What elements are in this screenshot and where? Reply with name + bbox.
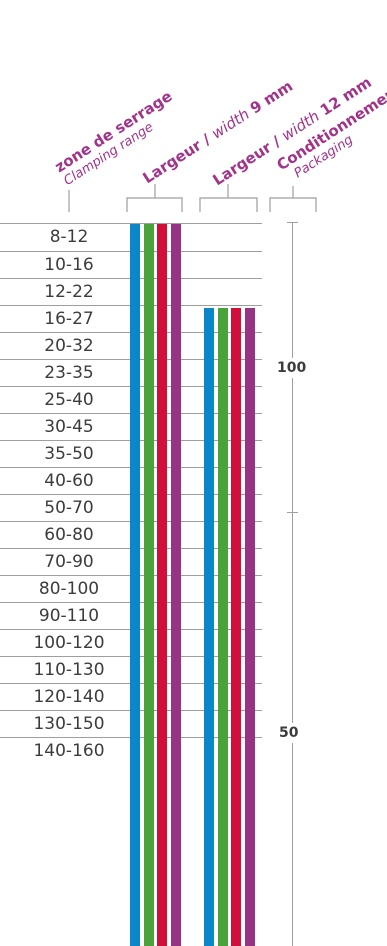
width-12mm-blue-bar: [204, 308, 214, 946]
clamping-range-value: 23-35: [44, 363, 94, 383]
packaging-axis-tick-top: [287, 222, 298, 223]
packaging-axis-line: [292, 222, 293, 946]
clamping-range-value: 25-40: [44, 390, 94, 410]
clamping-range-value: 140-160: [33, 741, 105, 761]
clamping-range-value: 30-45: [44, 417, 94, 437]
clamping-range-value: 35-50: [44, 444, 94, 464]
clamping-range-value: 120-140: [33, 687, 105, 707]
clamping-range-value: 130-150: [33, 714, 105, 734]
table-row: 8-12: [0, 224, 262, 251]
width-12mm-red-bar: [231, 308, 241, 946]
clamping-range-value: 90-110: [38, 606, 100, 626]
width-12mm-purple-bar: [244, 308, 255, 946]
width-9mm-green-bar: [143, 224, 154, 946]
width-12mm-green-bar: [217, 308, 228, 946]
header-brackets: [68, 184, 317, 212]
clamping-range-value: 12-22: [44, 282, 94, 302]
clamping-range-value: 60-80: [44, 525, 94, 545]
clamping-range-value: 40-60: [44, 471, 94, 491]
clamping-range-value: 20-32: [44, 336, 94, 356]
clamping-range-value: 8-12: [49, 227, 89, 247]
clamping-range-value: 110-130: [33, 660, 105, 680]
clamping-range-value: 10-16: [44, 255, 94, 275]
packaging-value-100: 100: [277, 358, 307, 378]
clamping-range-value: 100-120: [33, 633, 105, 653]
packaging-value-50: 50: [279, 723, 299, 743]
width-9mm-blue-bar: [130, 224, 140, 946]
clamping-range-value: 70-90: [44, 552, 94, 572]
table-top-rule: [0, 223, 262, 224]
width-9mm-purple-bar: [170, 224, 181, 946]
clamping-range-value: 16-27: [44, 309, 94, 329]
packaging-axis-tick-mid: [287, 512, 298, 513]
clamping-range-value: 80-100: [38, 579, 100, 599]
width-9mm-red-bar: [157, 224, 167, 946]
clamping-range-value: 50-70: [44, 498, 94, 518]
